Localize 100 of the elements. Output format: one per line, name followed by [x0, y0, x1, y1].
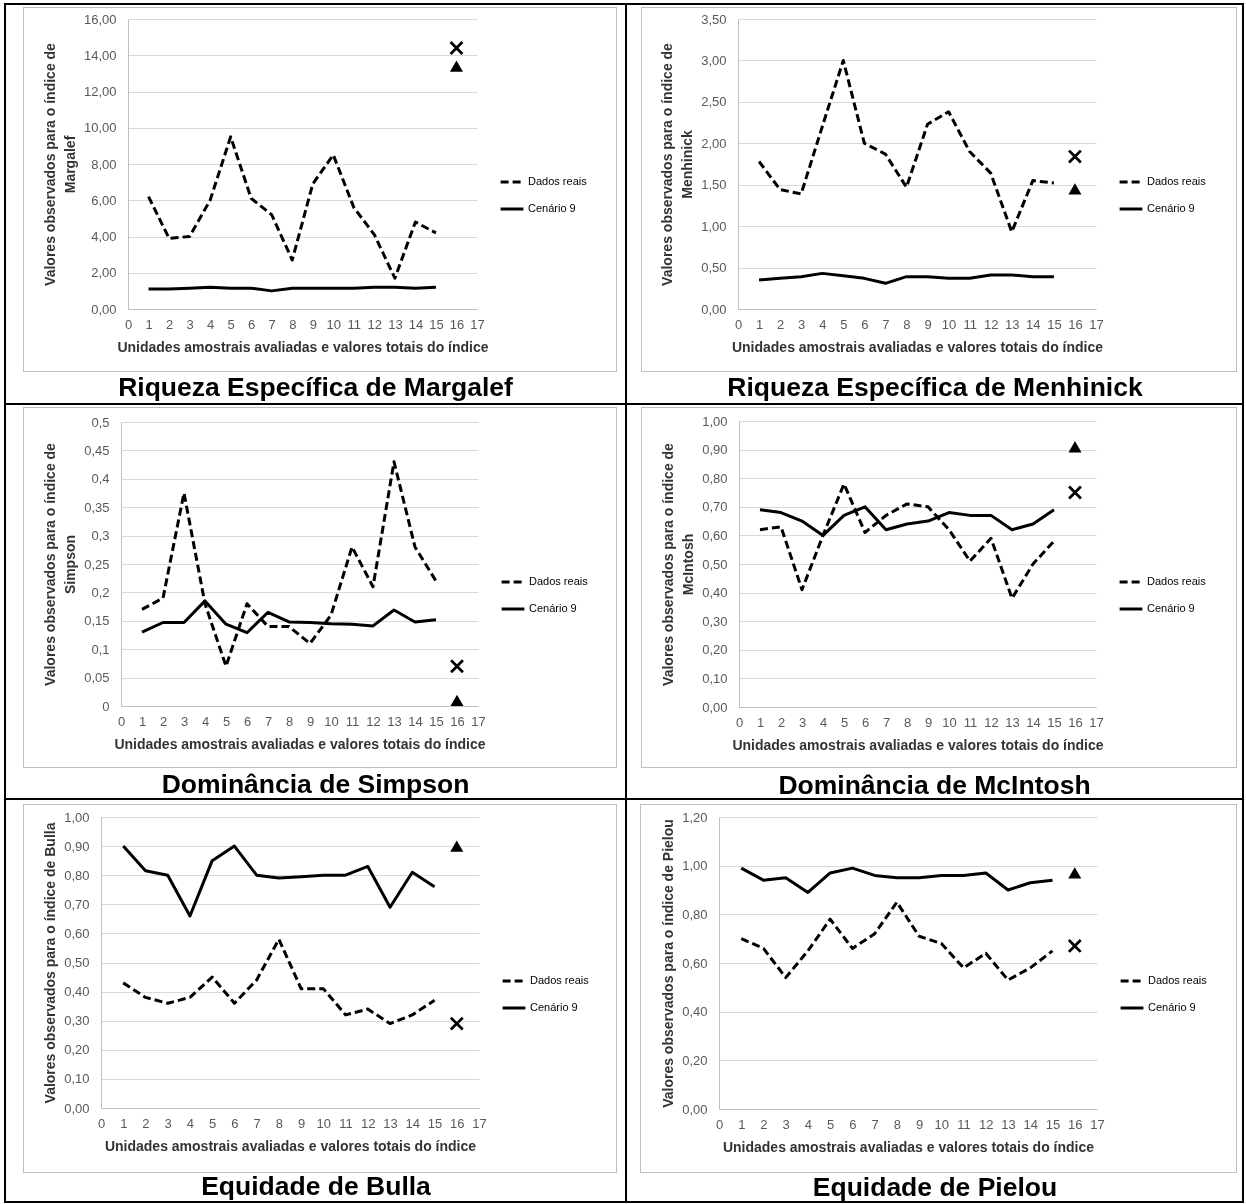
x-tick-label: 9 — [924, 316, 932, 332]
x-tick-label: 5 — [209, 1115, 217, 1131]
x-tick-label: 14 — [405, 1115, 421, 1131]
line-series — [121, 844, 437, 918]
text: Dominância de McIntosh — [778, 770, 1091, 800]
y-tick-label: 1,50 — [701, 177, 727, 193]
y-tick-label: 0,1 — [91, 641, 110, 657]
x-tick-label: 10 — [326, 316, 342, 332]
x-tick-label: 14 — [1026, 316, 1041, 332]
y-tick-label: 0,70 — [702, 499, 728, 515]
x-tick-label: 5 — [227, 316, 235, 332]
x-tick-label: 13 — [388, 316, 403, 332]
x-axis-title: Unidades amostrais avaliadas e valores totais do índice — [731, 338, 1104, 355]
x-tick-label: 16 — [1068, 714, 1083, 730]
legend-label: Dados reais — [529, 575, 589, 587]
y-axis-title: Valores observados para o índice de Margalef — [41, 42, 78, 286]
x-tick-label: 11 — [345, 713, 360, 729]
text: Equidade de Pielou — [812, 1172, 1058, 1202]
x-tick-label: 12 — [366, 713, 381, 729]
x-tick-label: 1 — [755, 316, 764, 332]
y-tick-label: 0,90 — [702, 442, 728, 458]
y-tick-label: 1,00 — [64, 809, 90, 825]
line-series — [147, 135, 438, 280]
x-tick-label: 15 — [429, 713, 444, 729]
x-tick-label: 14 — [1026, 714, 1041, 730]
y-tick-label: 1,00 — [702, 413, 728, 429]
x-tick-label: 5 — [827, 1116, 835, 1132]
x-axis-title: Unidades amostrais avaliadas e valores totais do índice — [117, 338, 489, 355]
y-tick-label: 0,00 — [702, 699, 728, 715]
x-tick-label: 1 — [738, 1116, 746, 1132]
x-axis-title: Unidades amostrais avaliadas e valores totais do índice — [732, 736, 1104, 753]
y-tick-label: 0,40 — [682, 1004, 708, 1020]
y-tick-label: 0,60 — [64, 925, 90, 941]
x-tick-label: 1 — [138, 713, 147, 729]
x-tick-label: 6 — [231, 1115, 239, 1131]
line-series — [757, 271, 1056, 285]
y-tick-label: 3,50 — [701, 11, 727, 27]
legend-label: Dados reais — [1147, 575, 1207, 587]
x-tick-label: 8 — [893, 1116, 901, 1132]
y-axis-title: Valores observados para o índice de Menhinick — [659, 42, 696, 286]
legend-label: Dados reais — [1148, 974, 1208, 986]
x-tick-label: 4 — [819, 714, 828, 730]
y-tick-label: 0,3 — [91, 528, 110, 544]
legend-label: Dados reais — [530, 974, 590, 986]
x-tick-label: 0 — [734, 316, 743, 332]
x-tick-label: 2 — [777, 714, 786, 730]
y-tick-label: 0,30 — [64, 1013, 90, 1029]
x-tick-label: 15 — [1047, 714, 1062, 730]
x-tick-label: 6 — [243, 713, 252, 729]
x-tick-label: 10 — [934, 1116, 950, 1132]
x-tick-label: 4 — [804, 1116, 813, 1132]
y-tick-label: 0,80 — [64, 867, 90, 883]
y-tick-label: 0,35 — [84, 499, 110, 515]
x-tick-label: 5 — [840, 714, 849, 730]
x-tick-label: 16 — [1068, 316, 1083, 332]
x-tick-label: 4 — [819, 316, 827, 332]
line-series — [121, 937, 437, 1026]
x-tick-label: 7 — [268, 316, 276, 332]
y-tick-label: 0,10 — [702, 670, 728, 686]
x-tick-label: 9 — [298, 1115, 306, 1131]
y-tick-label: 0,45 — [84, 442, 110, 458]
x-tick-label: 12 — [984, 714, 999, 730]
x-tick-label: 13 — [1005, 714, 1020, 730]
x-tick-label: 15 — [1045, 1116, 1061, 1132]
line-series — [757, 58, 1056, 234]
x-tick-label: 9 — [309, 316, 317, 332]
legend-label: Cenário 9 — [1148, 1001, 1196, 1013]
y-tick-label: 12,00 — [83, 84, 117, 99]
x-tick-label: 14 — [408, 316, 424, 332]
y-tick-label: 1,20 — [682, 809, 708, 825]
y-tick-label: 0,00 — [682, 1101, 708, 1117]
x-axis-title: Unidades amostrais avaliadas e valores totais do índice — [114, 735, 486, 752]
y-tick-label: 0,50 — [702, 556, 728, 572]
x-tick-label: 1 — [145, 316, 153, 332]
x-tick-label: 11 — [963, 714, 978, 730]
x-tick-label: 4 — [186, 1115, 195, 1131]
y-tick-label: 2,00 — [91, 265, 117, 281]
x-tick-label: 13 — [383, 1115, 398, 1131]
x-tick-label: 7 — [264, 713, 273, 729]
y-tick-label: 0,00 — [701, 301, 727, 317]
line-series — [758, 482, 1056, 600]
x-tick-label: 6 — [248, 316, 256, 332]
x-axis-title: Unidades amostrais avaliadas e valores totais do índice — [722, 1138, 1095, 1155]
x-tick-label: 17 — [471, 713, 486, 729]
line-series — [739, 900, 1055, 982]
x-tick-label: 16 — [1068, 1116, 1083, 1132]
x-tick-label: 13 — [1005, 316, 1020, 332]
y-tick-label: 2,50 — [701, 94, 727, 110]
x-tick-label: 7 — [882, 316, 890, 332]
x-tick-label: 3 — [164, 1115, 172, 1131]
text: Riqueza Específica de Menhinick — [727, 372, 1143, 402]
x-tick-label: 16 — [449, 316, 465, 332]
y-tick-label: 0,20 — [682, 1052, 708, 1068]
y-tick-label: 0,80 — [702, 470, 728, 486]
y-tick-label: 16,00 — [83, 11, 117, 27]
y-tick-label: 0,05 — [84, 670, 110, 686]
y-tick-label: 10,00 — [83, 120, 117, 136]
y-axis-title: Valores observados para o índice de Pielou — [660, 819, 677, 1108]
x-tick-label: 3 — [798, 714, 807, 730]
x-tick-label: 16 — [450, 713, 465, 729]
